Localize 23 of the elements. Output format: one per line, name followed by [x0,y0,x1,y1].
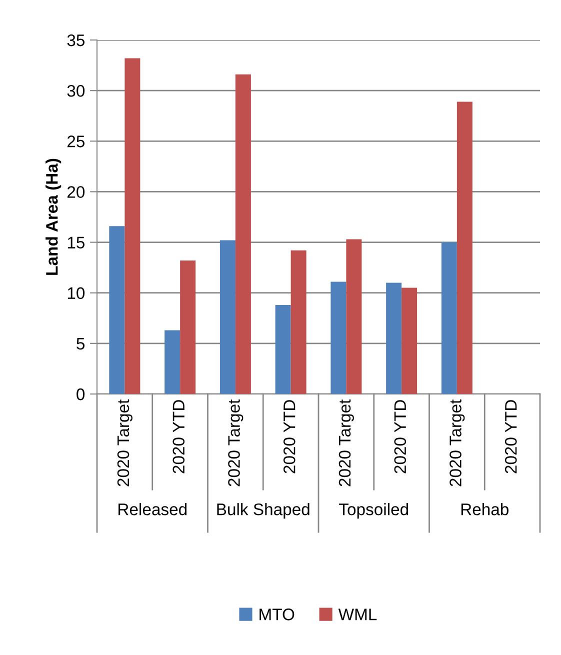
x-tick-label: 2020 Target [117,399,132,486]
y-tick-label: 5 [76,338,84,350]
x-tick-label: 2020 YTD [394,400,406,474]
legend-label: WML [338,608,377,620]
text: Topsoiled [339,503,408,519]
text: Rehab [461,503,508,516]
x-tick-label: 2020 YTD [283,400,296,474]
y-tick-label: 10 [68,287,85,300]
y-tick-label: 25 [67,136,84,148]
y-tick-label: 35 [67,34,84,46]
legend-label: MTO [260,608,294,620]
x-tick-label: 2020 Target [450,399,465,486]
x-tick-label: 2020 YTD [504,400,517,474]
x-tick-label: 2020 Target [228,399,244,486]
x-tick-label: 2020 YTD [172,400,185,474]
y-tick-label: 15 [68,236,84,248]
y-tick-label: 30 [67,84,85,97]
text: Bulk Shaped [217,503,310,519]
text: Released [118,503,187,516]
y-tick-label: 0 [76,388,85,400]
y-tick-label: 20 [67,186,85,198]
x-tick-label: 2020 Target [338,399,354,486]
y-axis-title: Land Area (Ha) [46,158,62,275]
